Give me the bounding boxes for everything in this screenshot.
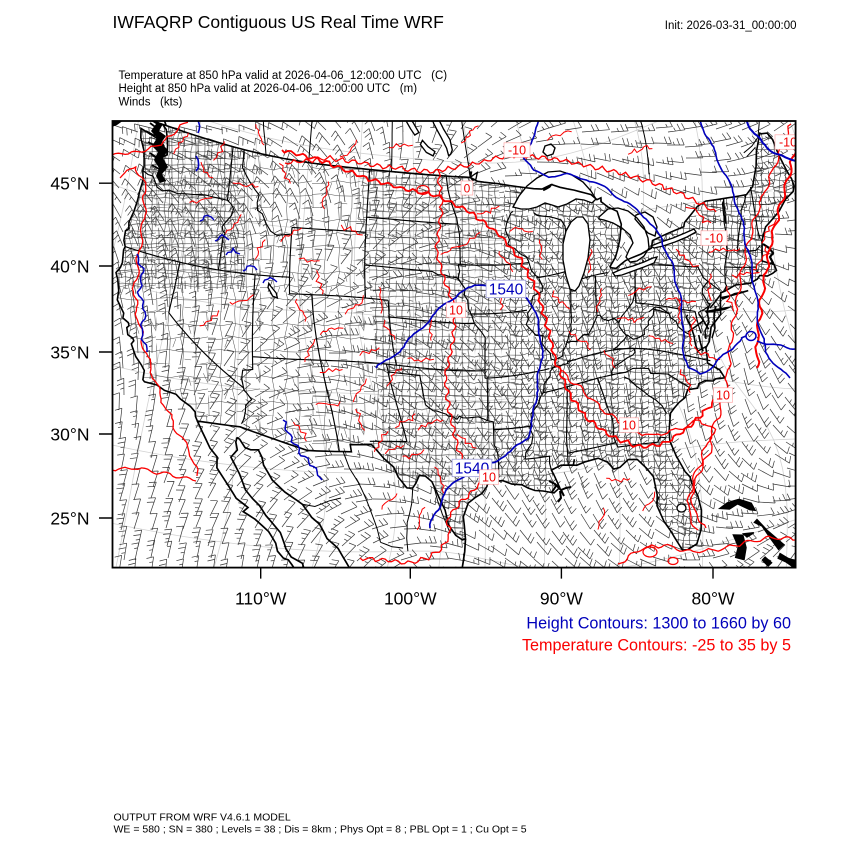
svg-text:Winds (kts): Winds (kts) [119, 96, 183, 108]
svg-text:10: 10 [622, 419, 636, 433]
svg-text:10: 10 [716, 389, 730, 403]
svg-text:100°W: 100°W [384, 588, 437, 608]
svg-text:90°W: 90°W [540, 588, 583, 608]
svg-text:OUTPUT FROM WRF V4.6.1 MODEL: OUTPUT FROM WRF V4.6.1 MODEL [114, 812, 291, 824]
svg-text:-10: -10 [705, 232, 723, 246]
svg-text:80°W: 80°W [692, 588, 735, 608]
svg-text:1540: 1540 [489, 282, 524, 299]
svg-text:30°N: 30°N [50, 424, 89, 444]
svg-text:0: 0 [464, 181, 471, 195]
svg-text:10: 10 [449, 304, 463, 318]
svg-text:45°N: 45°N [50, 174, 89, 194]
svg-text:25°N: 25°N [50, 508, 89, 528]
svg-text:-10: -10 [779, 136, 797, 150]
svg-text:Temperature Contours: -25 to 3: Temperature Contours: -25 to 35 by 5 [522, 637, 791, 655]
svg-text:WE = 580 ; SN = 380 ; Levels =: WE = 580 ; SN = 380 ; Levels = 38 ; Dis … [114, 824, 527, 836]
svg-text:IWFAQRP Contiguous US Real Tim: IWFAQRP Contiguous US Real Time WRF [113, 12, 444, 32]
svg-text:Temperature at 850 hPa valid a: Temperature at 850 hPa valid at 2026-04-… [119, 70, 448, 82]
svg-text:35°N: 35°N [50, 342, 89, 362]
svg-text:-10: -10 [508, 144, 526, 158]
svg-text:Height at 850 hPa valid at 202: Height at 850 hPa valid at 2026-04-06_12… [119, 83, 418, 95]
svg-text:Init: 2026-03-31_00:00:00: Init: 2026-03-31_00:00:00 [665, 20, 797, 32]
svg-text:Height Contours: 1300 to 1660: Height Contours: 1300 to 1660 by 60 [526, 614, 791, 632]
svg-text:40°N: 40°N [50, 256, 89, 276]
svg-text:110°W: 110°W [235, 588, 287, 608]
svg-text:10: 10 [482, 471, 496, 485]
